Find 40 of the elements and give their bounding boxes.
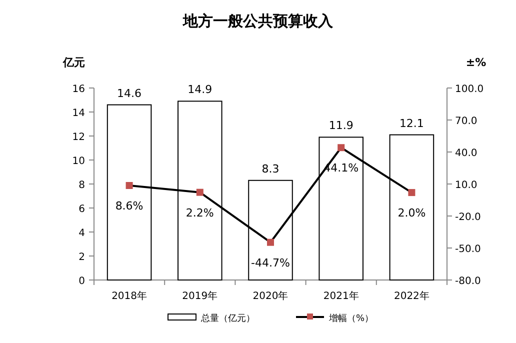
legend-label: 总量（亿元）	[200, 313, 255, 324]
data-label: 2.2%	[186, 206, 214, 220]
point	[267, 238, 274, 246]
x-tick-label: 2021年	[323, 290, 359, 302]
point	[408, 189, 416, 196]
chart-title: 地方一般公共预算收入	[182, 12, 334, 30]
x-tick-label: 2022年	[394, 290, 430, 302]
y2-tick-label: 70.0	[455, 116, 478, 127]
y2-tick-label: -20.0	[455, 212, 481, 223]
x-tick-label: 2019年	[182, 290, 218, 302]
y2-tick-label: 100.0	[455, 84, 484, 95]
data-label: 8.6%	[115, 199, 144, 212]
y-tick-label: 14	[72, 108, 85, 119]
legend-label: 增幅（%）	[328, 313, 374, 324]
x-tick-label: 2018年	[112, 290, 148, 302]
y2-tick-label: 10.0	[455, 180, 478, 191]
data-label: 11.9	[328, 119, 354, 132]
point	[338, 144, 345, 152]
y-tick-label: 2	[78, 252, 85, 263]
data-label: 14.6	[117, 86, 142, 100]
y-tick-label: 0	[78, 276, 85, 287]
data-label: 8.3	[262, 162, 280, 176]
y-axis-title: 亿元	[62, 56, 85, 69]
data-label: 12.1	[399, 116, 424, 130]
y-tick-label: 8	[78, 180, 85, 191]
point	[196, 188, 204, 196]
y-tick-label: 4	[78, 228, 85, 239]
y2-tick-label: -50.0	[455, 244, 481, 255]
y-tick-label: 16	[72, 84, 85, 95]
y-tick-label: 12	[72, 132, 85, 143]
y2-tick-label: -80.0	[455, 276, 481, 287]
y2-axis-title: ±%	[466, 56, 486, 69]
point	[126, 182, 133, 189]
x-tick-label: 2020年	[252, 290, 288, 302]
data-label: -44.7%	[251, 256, 290, 270]
data-label: 2.0%	[398, 206, 426, 220]
data-label: 14.9	[188, 83, 212, 96]
y2-tick-label: 40.0	[455, 148, 478, 159]
y-tick-label: 10	[72, 156, 85, 167]
y-tick-label: 6	[78, 204, 85, 215]
